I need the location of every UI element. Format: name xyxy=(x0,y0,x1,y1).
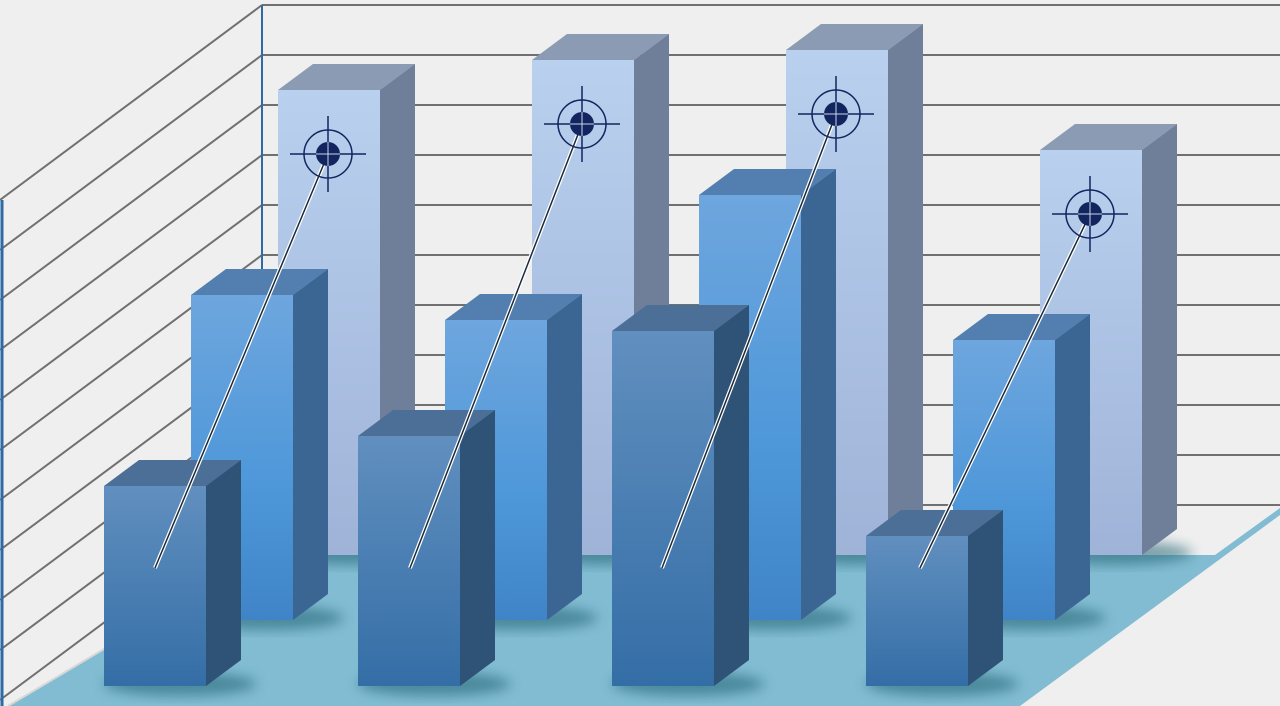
side-gridline xyxy=(0,204,263,401)
bar-top-front-2 xyxy=(358,410,495,436)
target-markers xyxy=(153,76,1128,569)
bar-side-middle-3 xyxy=(801,169,836,620)
bar-side-middle-4 xyxy=(1055,314,1090,620)
bar-top-back-2 xyxy=(532,34,669,60)
bar-front-1 xyxy=(104,486,206,686)
bar-top-back-4 xyxy=(1040,124,1177,150)
trend-line xyxy=(154,153,329,569)
bar-top-middle-1 xyxy=(191,269,328,295)
bar-side-front-2 xyxy=(460,410,495,686)
trend-line xyxy=(409,123,583,569)
side-gridline xyxy=(0,154,263,351)
trend-line xyxy=(919,213,1091,569)
bar-side-front-4 xyxy=(968,510,1003,686)
bar-top-front-3 xyxy=(612,305,749,331)
crosshair-target-icon xyxy=(544,86,620,162)
bar-top-middle-2 xyxy=(445,294,582,320)
crosshair-target-icon xyxy=(1052,176,1128,252)
side-gridline xyxy=(0,4,263,201)
bars xyxy=(103,24,1193,696)
bar-front-4 xyxy=(866,536,968,686)
bar-side-front-3 xyxy=(714,305,749,686)
bar-side-back-4 xyxy=(1142,124,1177,555)
bar-top-front-1 xyxy=(104,460,241,486)
bar-side-middle-1 xyxy=(293,269,328,620)
trend-line xyxy=(661,113,837,569)
bar-top-middle-3 xyxy=(699,169,836,195)
crosshair-target-icon xyxy=(798,76,874,152)
bar-front-3 xyxy=(612,331,714,686)
side-gridline xyxy=(0,54,263,251)
bar-top-back-3 xyxy=(786,24,923,50)
bar-side-front-1 xyxy=(206,460,241,686)
bar-top-front-4 xyxy=(866,510,1003,536)
bar-side-middle-2 xyxy=(547,294,582,620)
bar-top-back-1 xyxy=(278,64,415,90)
crosshair-target-icon xyxy=(290,116,366,192)
side-gridline xyxy=(0,104,263,301)
bar-top-middle-4 xyxy=(953,314,1090,340)
bar-side-back-3 xyxy=(888,24,923,555)
